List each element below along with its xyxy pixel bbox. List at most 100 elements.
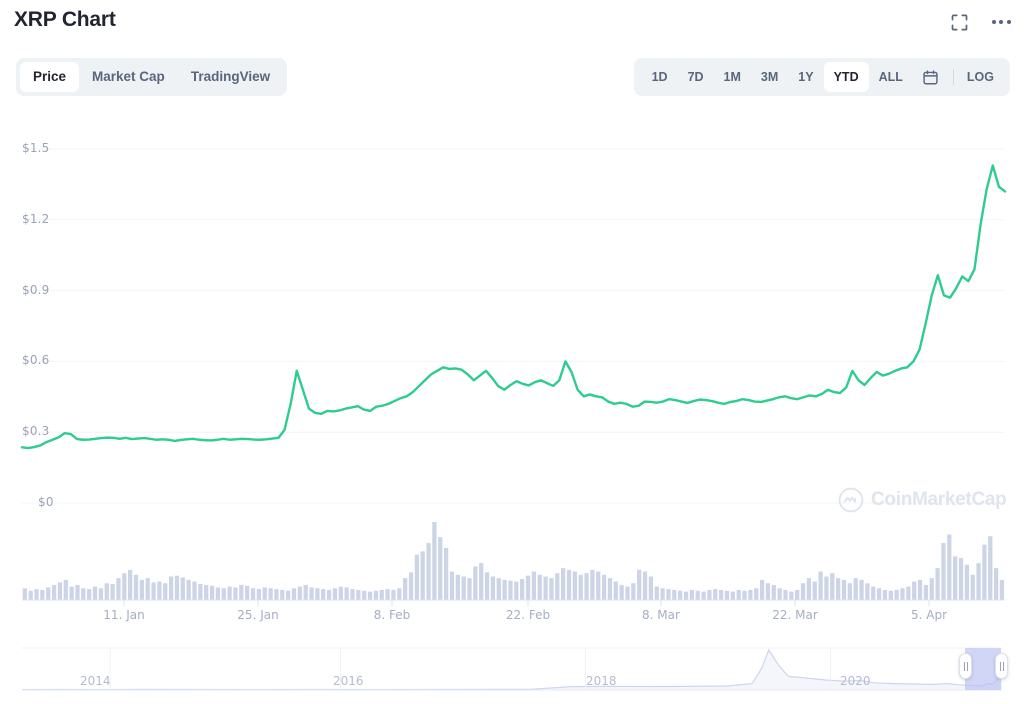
view-tab-group: Price Market Cap TradingView [16, 58, 288, 96]
widget-header: XRP Chart [0, 0, 1024, 44]
volume-bar [22, 588, 27, 600]
x-tick-label: 5. Apr [910, 608, 948, 622]
more-options-icon[interactable] [990, 11, 1012, 33]
volume-bar [701, 591, 706, 600]
volume-bar [297, 586, 302, 600]
header-actions [948, 11, 1012, 33]
volume-bar [204, 584, 209, 600]
volume-bar [508, 580, 513, 600]
navigator-svg[interactable] [0, 640, 1024, 704]
volume-bar [57, 582, 63, 600]
volume-bar [906, 586, 911, 600]
x-tick-label: 22. Mar [772, 608, 818, 622]
volume-bar [976, 563, 981, 600]
volume-bar [122, 573, 127, 600]
range-1y[interactable]: 1Y [798, 70, 814, 84]
volume-bar [607, 578, 613, 600]
volume-bar [40, 589, 45, 600]
range-ytd[interactable]: YTD [823, 62, 869, 92]
volume-bar [332, 588, 338, 600]
range-3m[interactable]: 3M [760, 70, 779, 84]
volume-bar [572, 571, 577, 600]
volume-bar [420, 551, 425, 600]
more-dots [991, 20, 1011, 24]
fullscreen-icon[interactable] [948, 11, 970, 33]
volume-bar [397, 588, 402, 600]
volume-bar [935, 568, 940, 600]
volume-bar [133, 574, 139, 600]
volume-bar [531, 571, 536, 600]
range-all[interactable]: ALL [878, 70, 903, 84]
volume-bar [128, 569, 133, 600]
volume-bar [836, 578, 841, 600]
volume-bar [596, 571, 601, 600]
volume-bar [806, 578, 812, 600]
volume-bar [274, 589, 279, 600]
volume-bar [461, 576, 466, 600]
volume-bar [718, 589, 724, 600]
page-title: XRP Chart [14, 8, 116, 31]
navigator-handle-left[interactable] [959, 653, 972, 679]
volume-bar [484, 572, 490, 600]
range-navigator[interactable]: 2014 2016 2018 2020 [0, 640, 1024, 704]
calendar-icon[interactable] [913, 69, 948, 86]
range-1m[interactable]: 1M [723, 70, 741, 84]
control-divider [952, 69, 954, 85]
volume-bar [303, 584, 308, 600]
tab-tradingview[interactable]: TradingView [190, 69, 271, 84]
volume-bar [765, 583, 771, 600]
volume-bar [69, 586, 74, 600]
volume-bar [268, 588, 273, 600]
volume-bar [496, 578, 501, 600]
volume-bar [555, 573, 560, 600]
volume-bar [637, 569, 642, 600]
volume-bar [777, 588, 782, 600]
volume-bar [888, 590, 893, 600]
volume-bar [449, 571, 455, 600]
chart-plot-area[interactable] [0, 120, 1024, 620]
range-7d[interactable]: 7D [687, 70, 704, 84]
volume-bar [683, 591, 689, 600]
navigator-handle-right[interactable] [995, 653, 1008, 679]
volume-bar [356, 589, 361, 600]
log-scale-button[interactable]: LOG [966, 70, 994, 84]
tab-price[interactable]: Price [20, 62, 80, 92]
volume-bar [771, 584, 776, 600]
volume-bar [239, 584, 244, 600]
volume-bar [157, 581, 162, 600]
y-tick-label: $0.3 [22, 424, 50, 439]
volume-bar [912, 581, 917, 600]
volume-bar [631, 583, 636, 600]
volume-bar [438, 537, 443, 600]
volume-bar [988, 536, 993, 600]
volume-bar [75, 584, 80, 600]
volume-bar [982, 544, 987, 600]
volume-bar [262, 587, 267, 600]
volume-bar [648, 576, 654, 600]
y-tick-label: $0.9 [22, 282, 50, 297]
volume-bar [145, 578, 150, 600]
volume-bar [321, 589, 326, 600]
volume-bar [601, 574, 607, 600]
volume-bar [613, 581, 618, 600]
volume-bar [590, 569, 595, 600]
volume-bar [63, 579, 68, 600]
volume-bar [672, 589, 677, 600]
volume-bar [830, 573, 835, 600]
volume-bar [584, 573, 589, 600]
volume-bar [490, 576, 496, 600]
volume-bar [958, 558, 964, 600]
volume-bar [414, 554, 419, 600]
range-1d[interactable]: 1D [651, 70, 668, 84]
navigator-year-label: 2014 [80, 674, 111, 688]
volume-bar [689, 589, 694, 600]
tab-market-cap[interactable]: Market Cap [92, 69, 165, 84]
volume-bar [432, 522, 437, 600]
volume-bar [900, 588, 905, 600]
volume-bar [800, 583, 806, 600]
volume-bar [514, 581, 519, 600]
navigator-year-label: 2016 [333, 674, 364, 688]
price-volume-svg [20, 148, 1007, 606]
volume-bar [110, 584, 115, 600]
